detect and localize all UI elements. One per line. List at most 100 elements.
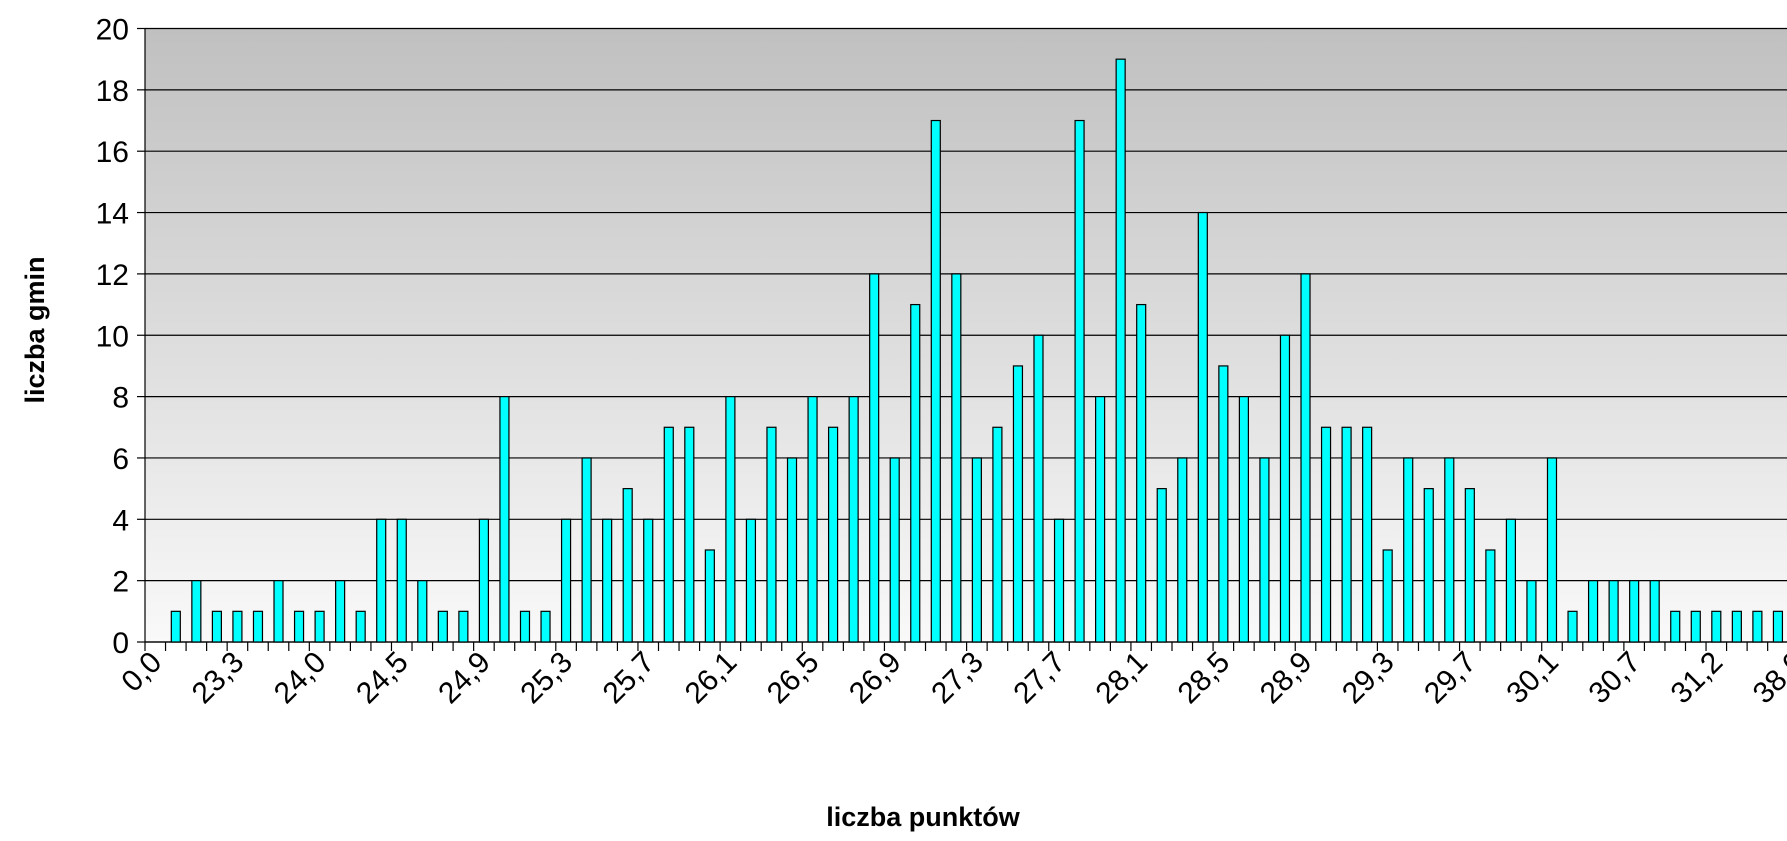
- bar: [786, 457, 798, 643]
- bar: [971, 457, 982, 643]
- x-axis-title: liczba punktów: [826, 802, 1021, 832]
- bar: [1772, 610, 1784, 643]
- x-tick-label: 25,7: [597, 646, 662, 711]
- bar: [1218, 365, 1229, 643]
- bar: [1464, 488, 1475, 643]
- bar: [827, 426, 839, 643]
- x-tick-label: 38,0: [1747, 646, 1787, 711]
- bar: [1731, 610, 1742, 643]
- bar: [1567, 610, 1578, 643]
- x-tick-label: 29,7: [1418, 646, 1483, 711]
- x-tick-label: 28,1: [1090, 646, 1155, 711]
- bar: [252, 610, 264, 643]
- y-tick-label: 10: [96, 320, 129, 353]
- bar: [766, 426, 777, 643]
- bar: [1156, 488, 1167, 643]
- bar: [848, 396, 859, 643]
- bar: [170, 610, 181, 643]
- bar: [1259, 457, 1270, 643]
- bar: [191, 580, 202, 643]
- bar: [1608, 580, 1619, 643]
- bar: [232, 610, 243, 643]
- bar: [622, 488, 633, 643]
- bar: [273, 580, 284, 643]
- bar: [1136, 303, 1147, 643]
- bar: [499, 396, 510, 643]
- x-tick-label: 26,5: [761, 646, 826, 711]
- bar: [211, 610, 222, 643]
- x-tick-label: 28,5: [1172, 646, 1237, 711]
- y-tick-label: 6: [112, 443, 129, 476]
- y-axis-title: liczba gmin: [20, 256, 50, 403]
- y-tick-label: 20: [96, 14, 129, 47]
- bar: [1074, 119, 1085, 643]
- x-tick-label: 23,3: [186, 646, 251, 711]
- bar: [602, 518, 613, 643]
- bar: [355, 610, 366, 643]
- x-tick-label: 30,1: [1500, 646, 1565, 711]
- bar: [458, 610, 469, 643]
- bar: [992, 426, 1003, 643]
- bar: [1177, 457, 1188, 643]
- bar: [293, 610, 305, 643]
- bar: [1526, 580, 1537, 643]
- x-tick-label: 25,3: [514, 646, 579, 711]
- bar: [704, 549, 715, 643]
- bar: [745, 518, 757, 643]
- x-tick-label: 29,3: [1336, 646, 1401, 711]
- y-tick-label: 12: [96, 259, 129, 292]
- bar: [889, 457, 900, 643]
- x-tick-label: 26,1: [679, 646, 744, 711]
- bar: [1587, 580, 1599, 643]
- bar: [1320, 426, 1332, 643]
- y-tick-label: 18: [96, 75, 129, 108]
- bar: [437, 610, 448, 643]
- bar: [1238, 396, 1249, 643]
- bar: [1279, 334, 1291, 643]
- bar: [396, 518, 407, 643]
- bar: [478, 518, 490, 643]
- y-tick-label: 0: [112, 627, 129, 660]
- y-tick-label: 2: [112, 566, 129, 599]
- bar: [1711, 610, 1722, 643]
- bar: [1053, 518, 1065, 643]
- bar: [1649, 580, 1660, 643]
- bar: [1444, 457, 1455, 643]
- bar: [1629, 580, 1640, 643]
- x-tick-label: 26,9: [843, 646, 908, 711]
- bar: [1485, 549, 1496, 643]
- bar: [1670, 610, 1681, 643]
- bar: [1362, 426, 1373, 643]
- x-tick-label: 31,2: [1665, 646, 1730, 711]
- bar: [910, 303, 921, 643]
- x-tick-label: 30,7: [1582, 646, 1647, 711]
- bar: [519, 610, 531, 643]
- bar: [663, 426, 674, 643]
- bar: [1403, 457, 1414, 643]
- bar: [684, 426, 695, 643]
- bar: [1423, 488, 1434, 643]
- y-tick-label: 16: [96, 136, 129, 169]
- bar: [1546, 457, 1558, 643]
- y-tick-label: 14: [96, 198, 129, 231]
- bar: [807, 396, 818, 643]
- y-tick-label: 8: [112, 382, 129, 415]
- bar: [1033, 334, 1044, 643]
- bar: [1341, 426, 1352, 643]
- bar: [1012, 365, 1024, 643]
- bar: [1690, 610, 1701, 643]
- x-tick-label: 27,7: [1007, 646, 1072, 711]
- bar: [560, 518, 572, 643]
- bar: [540, 610, 551, 643]
- bar: [930, 119, 941, 643]
- bar: [1095, 396, 1106, 643]
- bar: [335, 580, 346, 643]
- x-tick-label: 24,0: [268, 646, 333, 711]
- bar: [376, 518, 387, 643]
- x-tick-label: 24,9: [432, 646, 497, 711]
- bar: [581, 457, 592, 643]
- bar: [1752, 610, 1763, 643]
- bar: [1197, 211, 1208, 643]
- x-tick-label: 28,9: [1254, 646, 1319, 711]
